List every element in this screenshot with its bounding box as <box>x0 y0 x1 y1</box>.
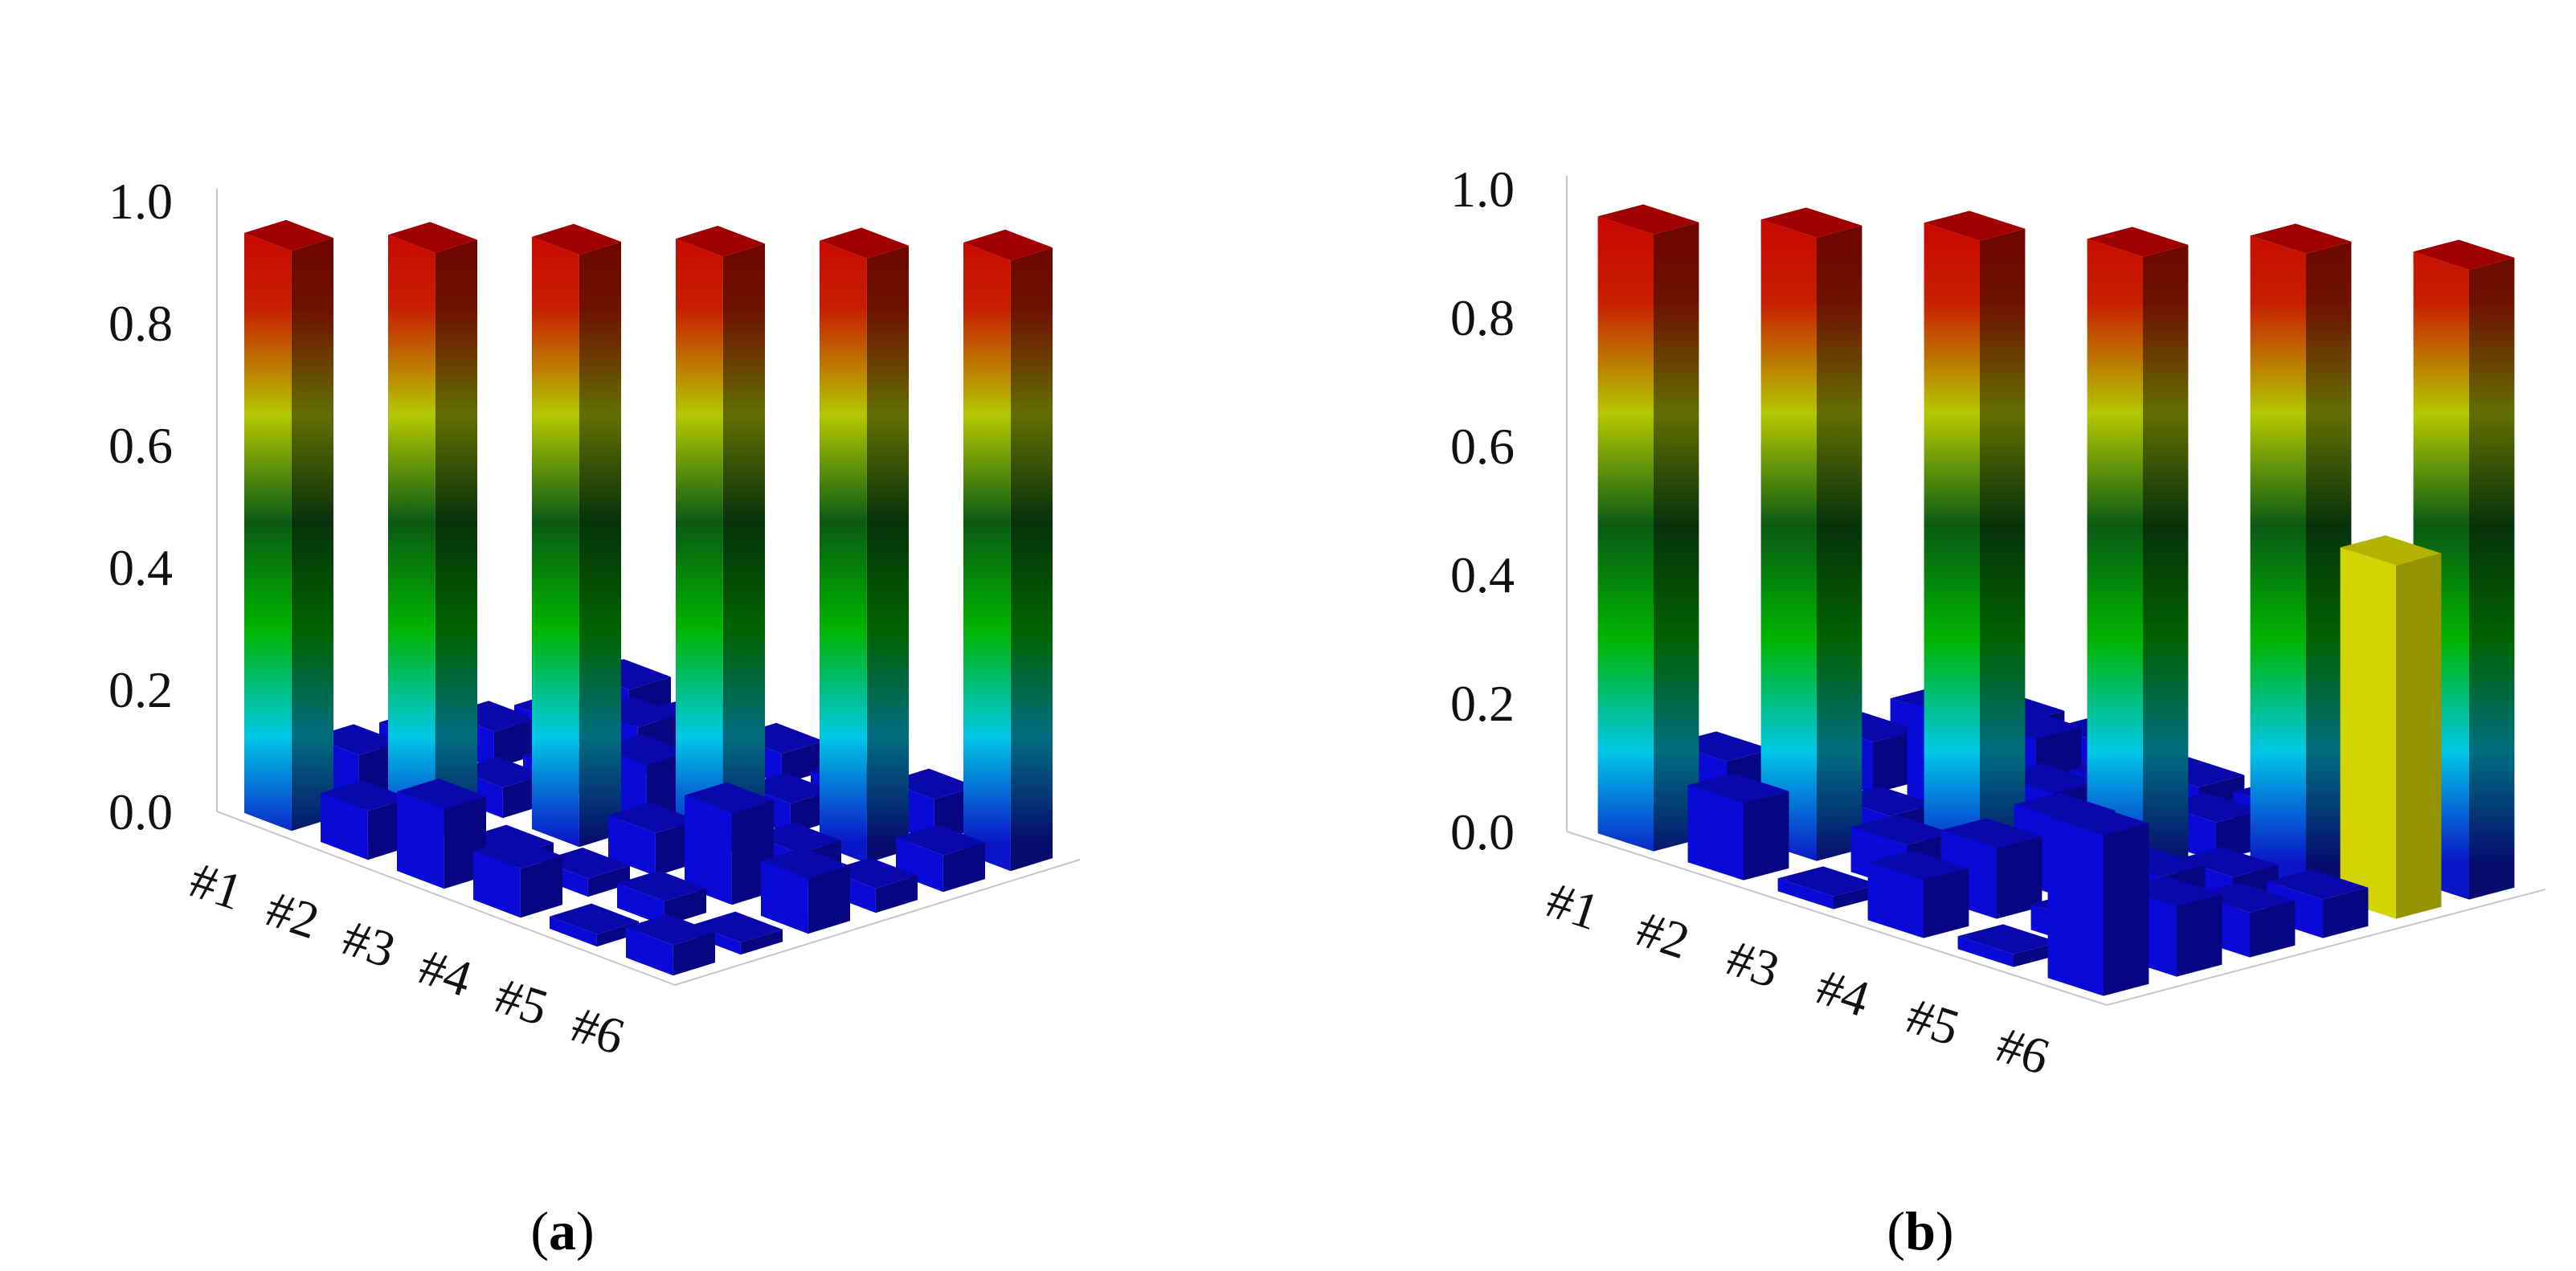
z-tick-label: 0.6 <box>108 417 173 474</box>
row-label: #6 <box>565 995 632 1065</box>
z-tick-label: 0.0 <box>108 783 173 840</box>
z-tick-label: 0.4 <box>108 539 173 596</box>
row-label: #4 <box>1809 958 1876 1028</box>
z-tick-label: 1.0 <box>1450 161 1515 218</box>
row-axis-line <box>216 811 676 986</box>
floor-axes <box>1566 176 2546 1006</box>
diagonal-bar <box>244 219 333 832</box>
off-diagonal-bar <box>761 848 850 934</box>
column-axis-line <box>674 859 1081 986</box>
diagonal-bar <box>1924 210 2026 871</box>
row-label: #1 <box>1539 871 1606 941</box>
chart-panel-b: 0.0 0.2 0.4 0.6 0.8 1.0 #1 #2 #3 #4 #5 #6 (b) <box>1450 161 2546 1261</box>
panel-a-label: (a) <box>530 1200 594 1261</box>
off-diagonal-bar <box>896 824 985 893</box>
bars <box>1597 204 2515 996</box>
row-label: #3 <box>336 909 403 979</box>
off-diagonal-bar <box>1687 773 1789 881</box>
row-label: #2 <box>260 880 326 950</box>
z-tick-label: 0.4 <box>1450 546 1515 603</box>
chart-panel-a: 0.0 0.2 0.4 0.6 0.8 1.0 #1 #2 #3 #4 #5 #6 (a) <box>108 173 1081 1261</box>
row-label: #6 <box>1989 1016 2056 1085</box>
diagonal-bar <box>1760 207 1862 861</box>
diagonal-bar <box>820 227 909 864</box>
diagonal-bar <box>388 222 477 840</box>
z-tick-label: 1.0 <box>108 173 173 230</box>
column-axis-line <box>2106 889 2546 1006</box>
diagonal-bar <box>1597 204 1699 852</box>
z-tick-label: 0.6 <box>1450 418 1515 475</box>
z-tick-label: 0.2 <box>1450 675 1515 732</box>
bars <box>244 219 1053 976</box>
row-axis-line <box>1566 831 2108 1006</box>
panel-b-label: (b) <box>1887 1200 1953 1261</box>
row-label: #4 <box>412 938 479 1007</box>
diagonal-bar <box>676 226 765 856</box>
off-diagonal-bar <box>397 779 486 889</box>
diagonal-bar <box>532 223 621 848</box>
off-diagonal-bar <box>473 838 562 918</box>
diagonal-bar <box>2250 223 2352 890</box>
row-label: #5 <box>489 967 555 1036</box>
z-axis-ticks: 0.0 0.2 0.4 0.6 0.8 1.0 <box>1450 161 1515 860</box>
highlight-bar <box>2340 535 2442 919</box>
chart-b-plot: 0.0 0.2 0.4 0.6 0.8 1.0 #1 #2 #3 #4 #5 #6 <box>1450 161 2546 1085</box>
off-diagonal-bar <box>626 913 715 976</box>
chart-a-plot: 0.0 0.2 0.4 0.6 0.8 1.0 #1 #2 #3 #4 #5 #6 <box>108 173 1081 1065</box>
off-diagonal-bar <box>1957 924 2059 967</box>
z-tick-label: 0.8 <box>1450 289 1515 346</box>
z-tick-label: 0.2 <box>108 661 173 718</box>
off-diagonal-bar <box>2047 805 2149 996</box>
off-diagonal-bar <box>1777 866 1879 909</box>
row-label: #2 <box>1629 900 1696 970</box>
row-label: #5 <box>1899 987 1966 1056</box>
off-diagonal-bar <box>1867 850 1969 938</box>
row-label: #3 <box>1719 929 1786 999</box>
row-label: #1 <box>183 851 250 921</box>
floor-axes <box>216 188 1081 986</box>
off-diagonal-bar <box>617 870 706 926</box>
diagonal-bar <box>963 229 1053 872</box>
z-tick-label: 0.8 <box>108 295 173 352</box>
diagonal-bar <box>2087 227 2189 881</box>
z-tick-label: 0.0 <box>1450 803 1515 860</box>
z-axis-ticks: 0.0 0.2 0.4 0.6 0.8 1.0 <box>108 173 173 840</box>
